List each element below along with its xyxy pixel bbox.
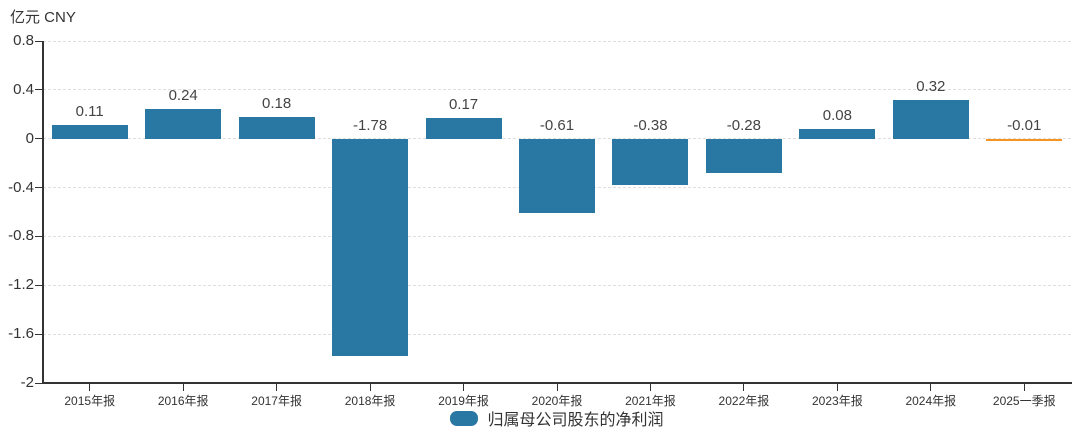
- bar-2019年报[interactable]: [425, 117, 502, 139]
- bar-value-label: -0.01: [1007, 116, 1042, 134]
- x-axis-tick: [369, 384, 371, 391]
- legend-label: 归属母公司股东的净利润: [487, 412, 664, 429]
- bar-2017年报[interactable]: [238, 116, 315, 139]
- bar-2018年报[interactable]: [332, 138, 409, 357]
- x-axis-tick-label: 2016年报: [157, 394, 209, 408]
- x-axis-tick-label: 2017年报: [251, 394, 302, 408]
- bar-value-label: 0.32: [916, 77, 946, 95]
- x-axis-tick-label: 2022年报: [718, 394, 770, 408]
- bar-2016年报[interactable]: [145, 109, 222, 139]
- gridline: [43, 333, 1071, 335]
- x-axis-tick: [89, 384, 91, 391]
- bar-2023年报[interactable]: [799, 128, 876, 139]
- legend: 归属母公司股东的净利润: [43, 406, 1071, 430]
- y-axis-tick: [35, 235, 43, 237]
- y-axis-tick: [35, 333, 43, 335]
- x-axis-tick-label: 2019年报: [438, 394, 489, 408]
- x-axis-tick: [743, 384, 745, 391]
- x-axis-tick: [836, 384, 838, 391]
- y-axis-tick: [35, 187, 43, 189]
- y-axis-tick-label: -0.8: [8, 227, 34, 245]
- x-axis-tick: [1023, 384, 1025, 391]
- x-axis-tick-label: 2024年报: [905, 394, 957, 408]
- bar-2022年报[interactable]: [705, 138, 782, 173]
- bar-2024年报[interactable]: [892, 99, 969, 139]
- bar-value-label: 0.18: [262, 94, 292, 112]
- y-axis-tick-label: 0.4: [13, 80, 34, 98]
- x-axis-tick-label: 2025一季报: [992, 394, 1056, 408]
- x-axis-line: [42, 382, 1072, 384]
- x-axis-tick: [463, 384, 465, 391]
- bar-value-label: -0.28: [726, 116, 761, 134]
- bar-value-label: 0.08: [822, 106, 852, 124]
- y-axis-tick: [35, 89, 43, 91]
- bar-2015年报[interactable]: [51, 125, 128, 139]
- bar-value-label: -0.61: [539, 116, 575, 134]
- bar-value-label: 0.11: [75, 103, 104, 121]
- y-axis-tick: [35, 40, 43, 42]
- y-axis-line: [42, 41, 44, 383]
- gridline: [43, 284, 1071, 286]
- bar-value-label: 0.24: [168, 87, 198, 105]
- y-axis-tick-label: -1.2: [8, 276, 34, 294]
- legend-item-net-profit[interactable]: 归属母公司股东的净利润: [450, 406, 664, 430]
- bar-value-label: -0.38: [633, 116, 668, 134]
- y-axis-tick-label: 0: [25, 129, 34, 147]
- y-axis-tick-label: -1.6: [8, 325, 34, 343]
- bar-2020年报[interactable]: [519, 138, 595, 214]
- gridline: [43, 89, 1071, 91]
- gridline: [43, 235, 1071, 237]
- x-axis-tick-label: 2015年报: [64, 394, 116, 408]
- x-axis-tick: [182, 384, 184, 391]
- y-axis-unit-label: 亿元 CNY: [10, 9, 76, 26]
- y-axis-tick-label: -2: [20, 374, 34, 391]
- x-axis-tick-label: 2020年报: [531, 394, 583, 408]
- x-axis-tick-label: 2018年报: [344, 394, 396, 408]
- y-axis-tick: [35, 138, 43, 140]
- gridline: [43, 40, 1071, 42]
- y-axis-tick-label: -0.4: [8, 178, 34, 196]
- x-axis-tick-label: 2023年报: [812, 394, 863, 408]
- x-axis-tick: [276, 384, 278, 391]
- x-axis-tick: [930, 384, 932, 391]
- y-axis-tick-label: 0.8: [13, 32, 34, 49]
- bar-value-label: -1.78: [352, 116, 388, 134]
- bar-value-label: 0.17: [448, 95, 479, 113]
- bar-2025一季报[interactable]: [986, 138, 1063, 141]
- y-axis-tick: [35, 382, 43, 384]
- x-axis-tick-label: 2021年报: [625, 394, 676, 408]
- x-axis-tick: [556, 384, 558, 391]
- y-axis-tick: [35, 284, 43, 286]
- legend-swatch-icon: [450, 410, 479, 426]
- bar-2021年报[interactable]: [612, 138, 689, 186]
- x-axis-tick: [649, 384, 651, 391]
